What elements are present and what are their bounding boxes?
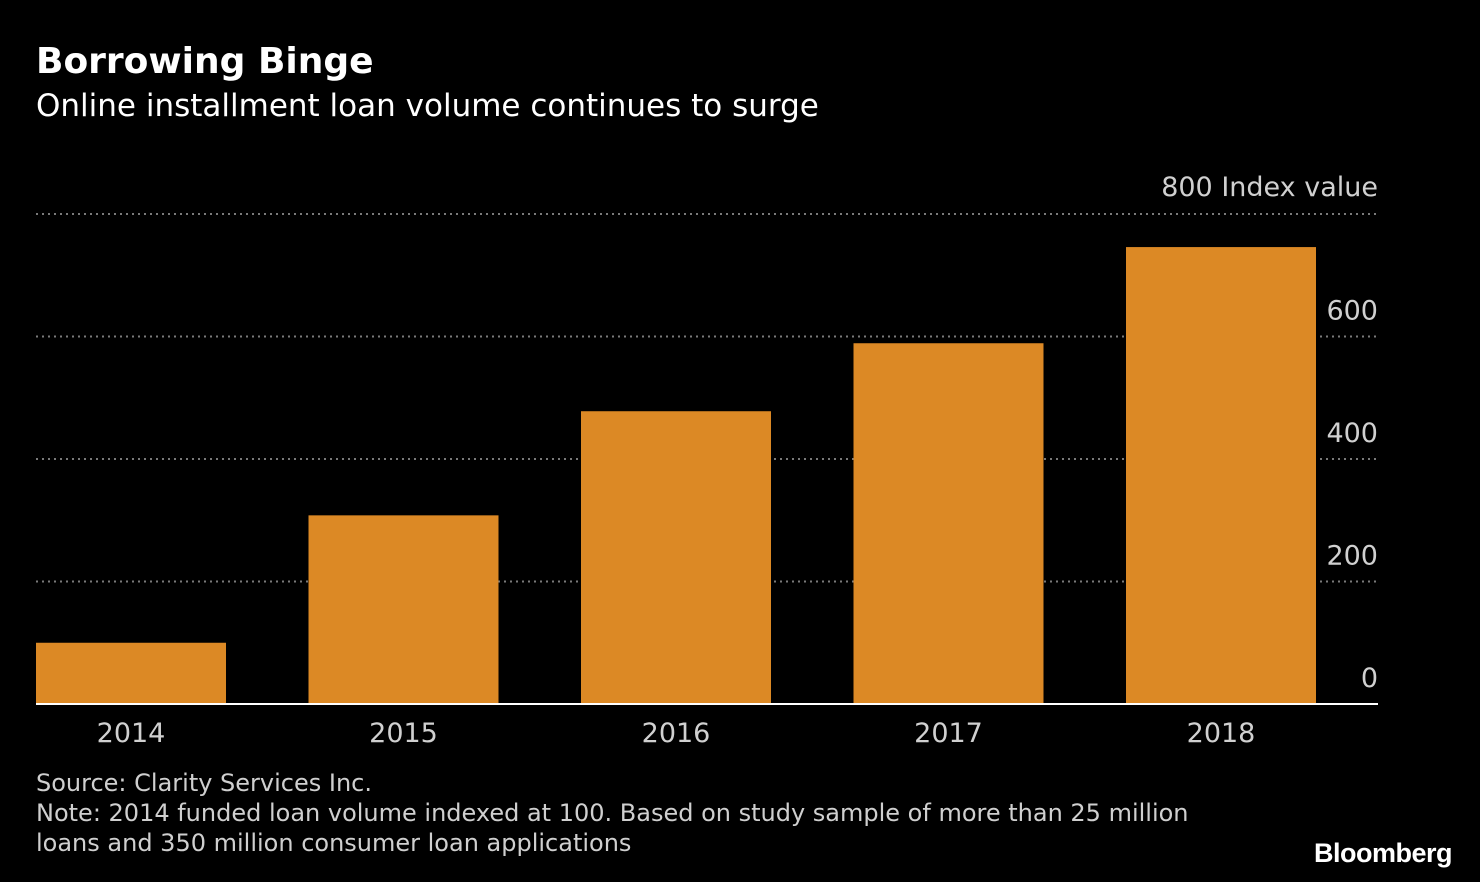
- note-line-1: Note: 2014 funded loan volume indexed at…: [36, 799, 1189, 827]
- x-tick-label-2016: 2016: [642, 718, 711, 749]
- source-note: Source: Clarity Services Inc.: [36, 769, 372, 797]
- bar-2014: [36, 642, 226, 704]
- chart-subtitle: Online installment loan volume continues…: [36, 88, 819, 124]
- y-tick-label-600: 600: [1326, 296, 1378, 327]
- y-tick-label-200: 200: [1326, 541, 1378, 572]
- bar-2018: [1126, 247, 1316, 704]
- chart-footer: Source: Clarity Services Inc. Note: 2014…: [36, 768, 1256, 858]
- chart-title: Borrowing Binge: [36, 41, 374, 82]
- bar-2017: [853, 343, 1044, 704]
- y-tick-label-800: 800: [1161, 172, 1213, 203]
- x-tick-label-2014: 2014: [97, 718, 166, 749]
- x-tick-label-2015: 2015: [369, 718, 438, 749]
- x-tick-label-2018: 2018: [1187, 718, 1256, 749]
- note-line-2: loans and 350 million consumer loan appl…: [36, 829, 632, 857]
- bar-2015: [308, 515, 499, 704]
- bloomberg-logo: Bloomberg: [1313, 838, 1453, 868]
- x-tick-label-2017: 2017: [914, 718, 983, 749]
- y-tick-label-400: 400: [1326, 418, 1378, 449]
- y-axis-label: Index value: [1213, 172, 1378, 203]
- y-top-label: 800 Index value: [1161, 172, 1378, 203]
- y-tick-label-0: 0: [1361, 663, 1378, 694]
- bar-2016: [581, 411, 771, 704]
